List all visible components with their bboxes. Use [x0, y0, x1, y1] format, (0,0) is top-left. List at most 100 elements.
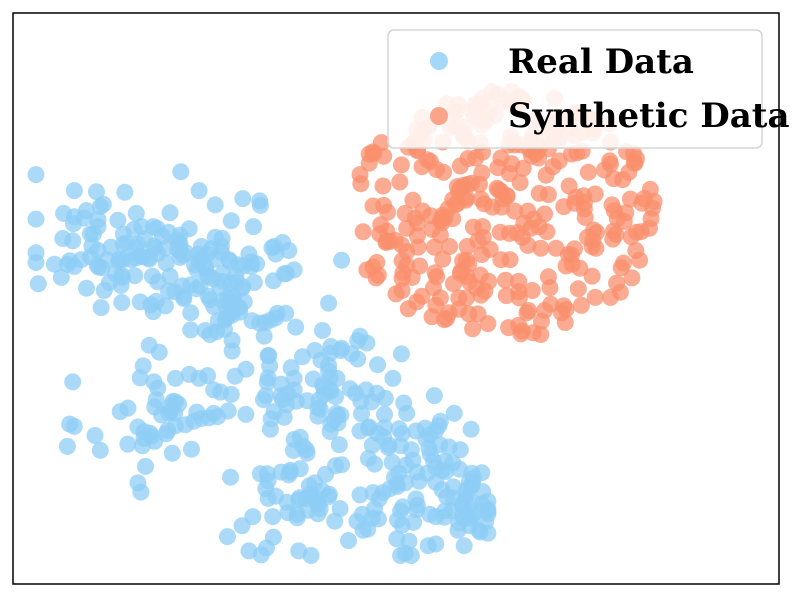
real-data-point	[435, 508, 453, 526]
synthetic-data-point	[387, 285, 405, 303]
real-data-point	[255, 327, 273, 345]
synthetic-data-point	[428, 161, 446, 178]
synthetic-data-point	[623, 269, 641, 287]
real-data-point	[462, 477, 480, 495]
synthetic-data-point	[393, 270, 411, 287]
real-data-point	[199, 266, 217, 283]
real-data-point	[206, 196, 224, 214]
synthetic-data-point	[374, 177, 392, 195]
real-data-point	[264, 508, 282, 526]
real-data-point	[288, 505, 306, 523]
real-data-point	[177, 244, 195, 262]
real-data-point	[272, 375, 290, 393]
synthetic-data-point	[458, 238, 476, 255]
real-data-point	[219, 402, 237, 420]
real-data-point	[182, 304, 200, 322]
synthetic-data-point	[464, 320, 482, 338]
real-data-point	[145, 373, 163, 391]
real-data-point	[237, 405, 255, 423]
real-data-point	[287, 318, 305, 336]
synthetic-data-point	[404, 191, 422, 209]
synthetic-data-point	[506, 202, 524, 220]
synthetic-data-point	[608, 274, 626, 292]
real-data-point	[479, 505, 497, 523]
synthetic-data-point	[515, 214, 533, 232]
synthetic-data-point	[510, 283, 528, 301]
real-data-point	[225, 294, 243, 311]
real-data-point	[27, 210, 45, 228]
real-data-point	[113, 294, 131, 311]
legend-marker-synthetic	[430, 107, 448, 125]
synthetic-data-point	[585, 221, 603, 239]
real-data-point	[255, 391, 272, 409]
real-data-point	[297, 489, 315, 507]
series-real-data	[27, 163, 497, 564]
real-data-point	[109, 211, 127, 229]
real-data-point	[290, 542, 308, 560]
real-data-point	[258, 373, 276, 391]
synthetic-data-point	[601, 152, 619, 170]
real-data-point	[375, 428, 393, 446]
synthetic-data-point	[364, 258, 382, 276]
real-data-point	[172, 163, 190, 181]
real-data-point	[88, 183, 105, 201]
synthetic-data-point	[472, 190, 490, 208]
real-data-point	[427, 535, 445, 553]
synthetic-data-point	[454, 252, 472, 270]
synthetic-data-point	[532, 326, 550, 343]
real-data-point	[134, 357, 152, 375]
real-data-point	[431, 436, 449, 454]
real-data-point	[205, 404, 223, 422]
synthetic-data-point	[547, 239, 565, 257]
real-data-point	[116, 183, 134, 201]
real-data-point	[333, 251, 351, 269]
real-data-point	[353, 505, 371, 523]
real-data-point	[330, 436, 348, 454]
synthetic-data-point	[538, 223, 556, 241]
synthetic-data-point	[448, 178, 466, 196]
synthetic-data-point	[510, 316, 528, 334]
real-data-point	[311, 400, 329, 418]
synthetic-data-point	[378, 232, 396, 250]
synthetic-data-point	[458, 289, 475, 307]
real-data-point	[52, 268, 70, 286]
synthetic-data-point	[354, 223, 372, 241]
real-data-point	[327, 404, 345, 422]
real-data-point	[245, 218, 262, 236]
real-data-point	[92, 299, 110, 317]
synthetic-data-point	[583, 238, 601, 255]
real-data-point	[119, 435, 137, 453]
real-data-point	[392, 437, 410, 455]
real-data-point	[201, 291, 219, 309]
real-data-point	[282, 359, 300, 377]
real-data-point	[463, 464, 481, 482]
real-data-point	[251, 196, 269, 214]
real-data-point	[129, 474, 147, 492]
real-data-point	[160, 282, 177, 300]
real-data-point	[166, 417, 184, 435]
real-data-point	[294, 348, 311, 366]
real-data-point	[212, 237, 230, 255]
synthetic-data-point	[352, 175, 370, 193]
synthetic-data-point	[602, 288, 619, 306]
real-data-point	[280, 466, 298, 484]
synthetic-data-point	[530, 149, 547, 167]
synthetic-data-point	[544, 158, 562, 176]
real-data-point	[64, 373, 82, 391]
real-data-point	[153, 227, 171, 245]
real-data-point	[340, 532, 357, 550]
real-data-point	[462, 420, 480, 438]
real-data-point	[219, 528, 236, 546]
real-data-point	[259, 489, 277, 507]
real-data-point	[190, 369, 208, 387]
synthetic-data-point	[555, 198, 573, 216]
synthetic-data-point	[422, 207, 439, 225]
synthetic-data-point	[523, 282, 541, 299]
synthetic-data-point	[396, 204, 414, 222]
real-data-point	[332, 342, 350, 359]
real-data-point	[91, 441, 109, 459]
synthetic-data-point	[489, 159, 507, 177]
synthetic-data-point	[425, 238, 443, 256]
real-data-point	[328, 369, 346, 387]
real-data-point	[201, 326, 219, 343]
